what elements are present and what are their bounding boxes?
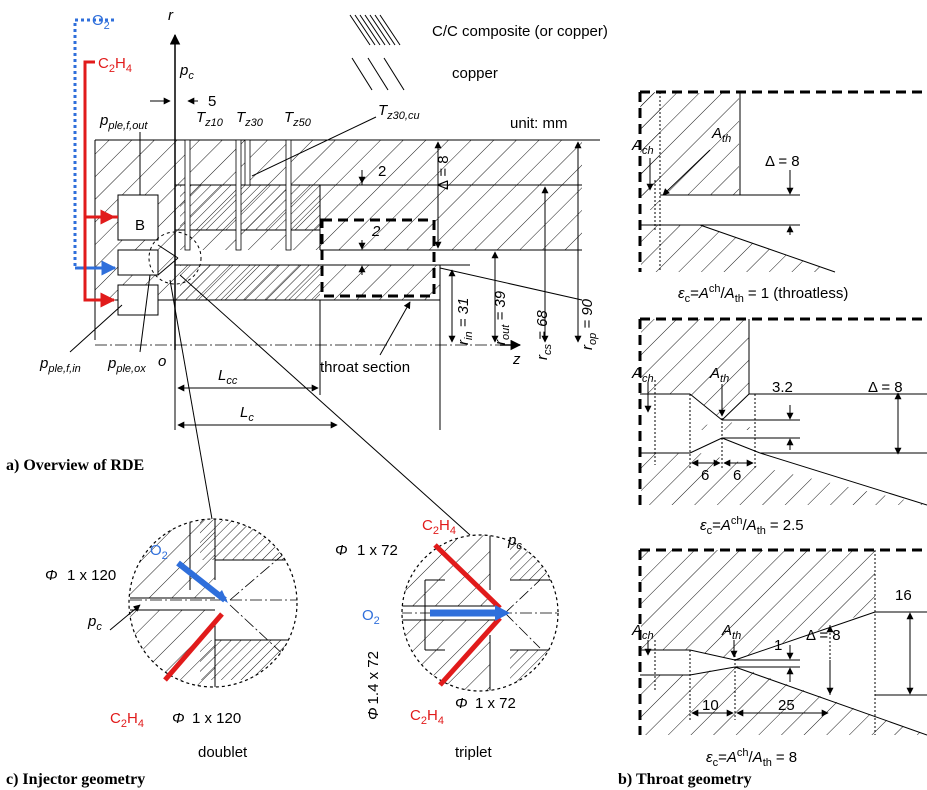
o2-jet-doublet xyxy=(176,560,227,603)
triplet-detail-circle xyxy=(401,534,559,692)
throatless-delta: Δ = 8 xyxy=(765,153,800,170)
eps8-delta: Δ = 8 xyxy=(806,627,841,644)
triplet-phi-label-bottom: Φ xyxy=(455,695,468,712)
lc-label: Lc xyxy=(240,404,254,424)
triplet-o2-label: O2 xyxy=(362,607,380,627)
pple-f-out-label: pple,f,out xyxy=(99,112,148,132)
tz10-label: Tz10 xyxy=(196,109,224,129)
eps8-dim-10: 10 xyxy=(702,697,719,714)
doublet-pc-label: pc xyxy=(87,613,102,633)
annular-channel xyxy=(175,250,580,265)
eps-2-5: εc=Ach/Ath = 2.5 xyxy=(700,515,804,537)
doublet-phi-label-top: Φ xyxy=(45,567,58,584)
eps8-ath: Ath xyxy=(721,622,741,642)
doublet-o2-label: O2 xyxy=(150,542,168,562)
throat-section-box xyxy=(320,218,436,298)
eps8-dim-16: 16 xyxy=(895,587,912,604)
eps25-dim-6b: 6 xyxy=(733,467,741,484)
c2h4-jet-top-triplet xyxy=(433,543,502,610)
doublet-c2h4-label: C2H4 xyxy=(110,710,144,730)
overview-section: B r z o O2 C2H4 pc 5 Tz10 Tz30 Tz50 Tz30… xyxy=(6,7,600,536)
triplet-phi-14: Φ1.4 x 72 xyxy=(365,651,382,720)
lcc-label: Lcc xyxy=(218,367,238,387)
throat-panel-eps-2-5: 3.2 Δ = 8 Ach Ath 6 6 εc=Ach/Ath = 2.5 xyxy=(631,317,927,537)
doublet-phi-120-top: 1 x 120 xyxy=(67,567,116,584)
triplet-label: triplet xyxy=(455,744,493,761)
throat-section-label: throat section xyxy=(320,359,410,376)
cc-composite-swatch-icon xyxy=(349,14,401,46)
doublet-detail-circle xyxy=(128,518,298,688)
copper-swatch-icon xyxy=(351,57,405,91)
eps25-dim-3-2: 3.2 xyxy=(772,379,793,396)
eps25-ach: Ach xyxy=(631,365,654,385)
legend-copper: copper xyxy=(452,65,498,82)
triplet-pc-label: pc xyxy=(507,532,522,552)
pple-ox-label: pple,ox xyxy=(107,355,146,375)
throatless-ach: Ach xyxy=(631,137,654,157)
r-op-label: rop = 90 xyxy=(579,298,599,350)
r-out-label: rout = 39 xyxy=(492,290,512,345)
tz50-label: Tz50 xyxy=(284,109,312,129)
legend: C/C composite (or copper) copper xyxy=(349,14,608,91)
unit-label: unit: mm xyxy=(510,115,568,132)
cc-composite-region xyxy=(180,185,320,230)
fuel-manifold-inner xyxy=(117,284,159,316)
triplet-phi-72-bottom: 1 x 72 xyxy=(475,695,516,712)
label-B: B xyxy=(135,217,145,234)
caption-overview: a) Overview of RDE xyxy=(6,457,144,474)
eps25-delta: Δ = 8 xyxy=(868,379,903,396)
triplet-view: C2H4 pc Φ 1 x 72 O2 Φ1.4 x 72 C2H4 Φ 1 x… xyxy=(335,517,559,761)
triplet-phi-72-top: 1 x 72 xyxy=(357,542,398,559)
doublet-label: doublet xyxy=(198,744,248,761)
triplet-c2h4-top-label: C2H4 xyxy=(422,517,456,537)
eps-8: εc=Ach/Ath = 8 xyxy=(706,747,797,769)
throat-section-panel: Δ = 8 Ach Ath εc=Ach/Ath = 1 (throatless) xyxy=(618,90,927,788)
eps8-ach: Ach xyxy=(631,622,654,642)
dim-5: 5 xyxy=(208,93,216,110)
eps25-ath: Ath xyxy=(709,365,729,385)
triplet-c2h4-bottom-label: C2H4 xyxy=(410,707,444,727)
throatless-ath: Ath xyxy=(711,125,731,145)
o2-label: O2 xyxy=(92,12,110,32)
caption-injector: c) Injector geometry xyxy=(6,771,145,788)
doublet-phi-120-bottom: 1 x 120 xyxy=(192,710,241,727)
cc-composite-region-lower xyxy=(180,265,320,300)
triplet-phi-label-top: Φ xyxy=(335,542,348,559)
doublet-phi-label-bottom: Φ xyxy=(172,710,185,727)
eps-throatless: εc=Ach/Ath = 1 (throatless) xyxy=(678,283,848,305)
c2h4-jet-bottom-triplet xyxy=(438,616,502,687)
r-axis-label: r xyxy=(168,7,174,24)
pple-f-in-label: pple,f,in xyxy=(39,355,81,375)
dim-2a: 2 xyxy=(378,163,386,180)
c2h4-jet-doublet xyxy=(163,612,224,682)
z-axis-label: z xyxy=(512,351,521,368)
injector-section: O2 Φ 1 x 120 pc C2H4 Φ 1 x 120 doublet xyxy=(6,517,559,788)
eps8-dim-25: 25 xyxy=(778,697,795,714)
tz30cu-label: Tz30,cu xyxy=(378,102,420,122)
throat-panel-eps-8: 1 Δ = 8 16 Ach Ath 10 25 εc=Ach/Ath = 8 xyxy=(631,548,927,769)
dim-2b: 2 xyxy=(371,223,381,240)
delta-8-label: Δ = 8 xyxy=(435,155,452,190)
fuel-manifold-outer xyxy=(117,194,159,241)
throat-panel-throatless: Δ = 8 Ach Ath εc=Ach/Ath = 1 (throatless) xyxy=(631,90,927,305)
pc-label: pc xyxy=(179,62,194,82)
origin-label: o xyxy=(158,353,166,370)
tz30-label: Tz30 xyxy=(236,109,264,129)
legend-cc-composite: C/C composite (or copper) xyxy=(432,23,608,40)
eps8-dim-1: 1 xyxy=(774,637,782,654)
caption-throat: b) Throat geometry xyxy=(618,771,752,788)
r-cs-label: rcs = 68 xyxy=(534,310,554,360)
c2h4-label: C2H4 xyxy=(98,55,132,75)
oxidizer-manifold xyxy=(117,249,159,276)
eps25-dim-6a: 6 xyxy=(701,467,709,484)
doublet-view: O2 Φ 1 x 120 pc C2H4 Φ 1 x 120 doublet xyxy=(45,518,298,761)
r-in-label: rin = 31 xyxy=(455,298,475,345)
